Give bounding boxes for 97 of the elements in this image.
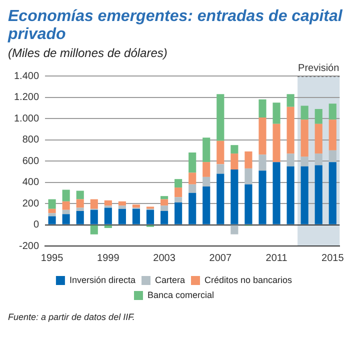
bar xyxy=(104,200,112,206)
bar xyxy=(244,184,252,224)
bar xyxy=(90,225,98,234)
legend-label: Inversión directa xyxy=(69,274,136,285)
x-tick-label: 2007 xyxy=(209,252,232,264)
bar xyxy=(314,124,322,154)
bar xyxy=(188,192,196,224)
bar xyxy=(286,94,294,107)
y-tick-label: 200 xyxy=(22,198,40,210)
band-label: Previsión xyxy=(298,62,340,74)
bar xyxy=(160,199,168,206)
bar xyxy=(230,170,238,224)
bar xyxy=(146,210,154,224)
bar xyxy=(202,186,210,224)
bar xyxy=(48,199,56,209)
bar xyxy=(118,201,126,206)
bar xyxy=(328,104,336,120)
bar xyxy=(104,208,112,224)
bar xyxy=(76,190,84,200)
bar xyxy=(118,208,126,224)
bar xyxy=(48,216,56,224)
bar xyxy=(258,99,266,118)
x-tick-label: 1995 xyxy=(40,252,64,264)
bar xyxy=(104,225,112,228)
bar xyxy=(132,208,140,224)
bar xyxy=(160,196,168,200)
x-tick-label: 2003 xyxy=(153,252,176,264)
legend-label: Cartera xyxy=(154,274,186,285)
bar xyxy=(62,214,70,224)
y-tick-label: -200 xyxy=(19,240,40,252)
bar xyxy=(90,199,98,209)
bar xyxy=(90,210,98,224)
bar xyxy=(258,170,266,224)
chart-subtitle: (Miles de millones de dólares) xyxy=(8,46,168,60)
bar xyxy=(76,208,84,211)
bar xyxy=(244,168,252,184)
legend-label: Créditos no bancarios xyxy=(204,274,293,285)
bar xyxy=(188,184,196,193)
bar xyxy=(300,120,308,157)
bar xyxy=(202,176,210,186)
bar xyxy=(160,206,168,211)
bar xyxy=(258,154,266,171)
bar xyxy=(286,154,294,166)
bar xyxy=(286,106,294,154)
bar xyxy=(272,102,280,124)
bar xyxy=(272,124,280,162)
bar xyxy=(286,166,294,224)
y-tick-label: 1.400 xyxy=(14,70,40,82)
bar xyxy=(216,94,224,141)
bar xyxy=(314,108,322,124)
bar xyxy=(314,154,322,166)
bar xyxy=(244,151,252,168)
bar xyxy=(300,156,308,166)
y-tick-label: 600 xyxy=(22,156,40,167)
bar xyxy=(188,152,196,173)
bar xyxy=(76,199,84,208)
bar xyxy=(188,172,196,184)
legend-label: Banca comercial xyxy=(147,290,214,300)
bar xyxy=(48,208,56,214)
bar xyxy=(118,206,126,209)
bar xyxy=(328,162,336,224)
y-tick-label: 800 xyxy=(22,134,40,146)
bar xyxy=(328,150,336,162)
bar xyxy=(202,162,210,177)
bar xyxy=(272,162,280,224)
bar xyxy=(62,201,70,210)
bar xyxy=(62,190,70,202)
bar xyxy=(300,166,308,224)
bar xyxy=(76,210,84,224)
chart-title: Economías emergentes: entradas de capital privado xyxy=(8,8,344,44)
bar xyxy=(230,225,238,234)
bar xyxy=(48,213,56,216)
x-tick-label: 2015 xyxy=(322,252,344,264)
bar xyxy=(328,120,336,150)
y-tick-label: 0 xyxy=(33,220,40,230)
bar xyxy=(216,174,224,224)
bar xyxy=(202,138,210,162)
bar xyxy=(230,145,238,154)
y-tick-label: 1.200 xyxy=(14,92,40,103)
bar xyxy=(132,204,140,208)
bar xyxy=(174,188,182,198)
bar xyxy=(216,140,224,164)
bar xyxy=(300,106,308,120)
x-tick-label: 2011 xyxy=(266,252,288,264)
bar xyxy=(160,210,168,224)
source-note: Fuente: a partir de datos del IIF. xyxy=(8,312,136,322)
bar xyxy=(258,117,266,155)
bar xyxy=(174,202,182,224)
bar xyxy=(216,164,224,174)
bar xyxy=(62,210,70,214)
bar xyxy=(230,154,238,170)
bar xyxy=(314,165,322,224)
y-tick-label: 400 xyxy=(22,177,40,188)
y-tick-label: 1.000 xyxy=(14,113,40,124)
x-tick-label: 1999 xyxy=(97,252,120,264)
bar xyxy=(174,179,182,188)
bar xyxy=(174,197,182,202)
